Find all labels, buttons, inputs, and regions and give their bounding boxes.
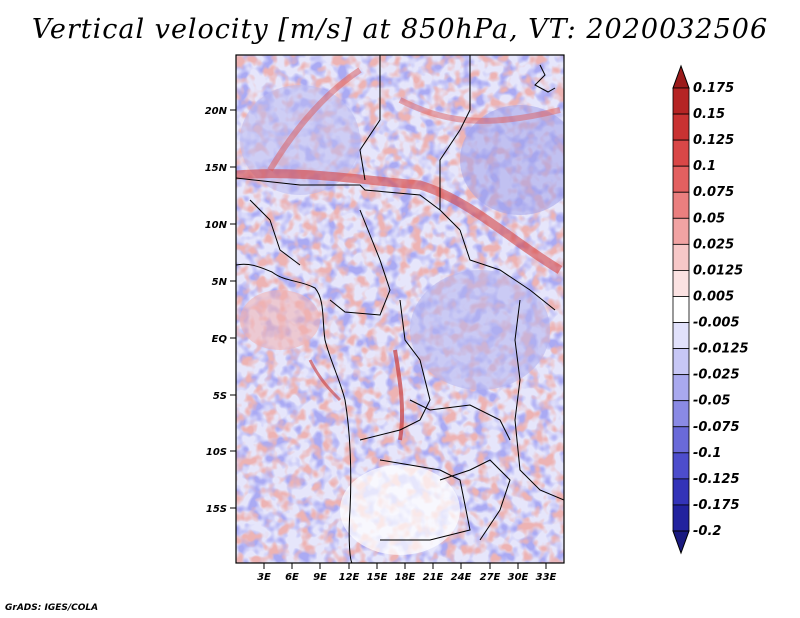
colorbar-swatch	[672, 217, 690, 245]
colorbar-label: -0.1	[693, 446, 721, 461]
colorbar-label: 0.005	[693, 289, 734, 304]
colorbar-label: -0.2	[693, 524, 721, 539]
colorbar-swatch	[672, 322, 690, 349]
lon-tick-label: 24E	[451, 572, 472, 583]
lon-tick-label: 30E	[508, 572, 529, 583]
colorbar-swatch	[672, 504, 690, 532]
lon-tick-label: 27E	[480, 572, 501, 583]
lat-tick-label: 15S	[206, 504, 227, 515]
colorbar-swatch	[672, 87, 690, 115]
lon-tick-label: 6E	[285, 572, 299, 583]
colorbar-swatch	[672, 296, 690, 323]
longitude-axis: 3E 6E 9E 12E 15E 18E 21E 24E 27E 30E 33E	[257, 563, 557, 583]
colorbar-swatch	[672, 270, 690, 297]
colorbar-label: -0.025	[693, 368, 740, 383]
colorbar-label: -0.05	[693, 394, 730, 409]
credit-label: GrADS: IGES/COLA	[5, 603, 99, 613]
colorbar-label: -0.005	[693, 316, 740, 331]
lat-tick-label: 10N	[205, 220, 228, 231]
map-frame	[235, 54, 565, 564]
colorbar-swatch	[672, 113, 690, 141]
colorbar-label: -0.0125	[693, 342, 749, 357]
colorbar-label: 0.15	[693, 107, 725, 122]
lon-tick-label: 33E	[536, 572, 557, 583]
colorbar-label: -0.075	[693, 420, 740, 435]
colorbar-label: 0.175	[693, 81, 734, 96]
lon-tick-label: 3E	[257, 572, 271, 583]
colorbar-swatch	[672, 400, 690, 428]
lat-tick-label: EQ	[212, 334, 228, 345]
chart-title: Vertical velocity [m/s] at 850hPa, VT: 2…	[31, 14, 769, 45]
lon-tick-label: 18E	[395, 572, 416, 583]
lon-tick-label: 21E	[423, 572, 444, 583]
colorbar-label: -0.125	[693, 472, 740, 487]
lon-tick-label: 9E	[313, 572, 327, 583]
lat-tick-label: 5N	[212, 277, 228, 288]
colorbar-label: 0.125	[693, 133, 734, 148]
colorbar-swatch	[672, 478, 690, 506]
colorbar: 0.175 0.15 0.125 0.1 0.075 0.05 0.025 0.0125 0.0…	[672, 64, 749, 555]
colorbar-label: 0.0125	[693, 263, 743, 278]
colorbar-label: 0.05	[693, 211, 725, 226]
colorbar-swatch	[672, 243, 690, 271]
colorbar-label: 0.1	[693, 159, 716, 174]
colorbar-label: -0.175	[693, 498, 740, 513]
latitude-axis: 20N 15N 10N 5N EQ 5S 10S 15S	[205, 106, 236, 515]
vertical-velocity-field	[236, 55, 564, 563]
lat-tick-label: 10S	[206, 447, 227, 458]
colorbar-top-arrow	[672, 64, 690, 89]
country-borders	[236, 55, 564, 563]
colorbar-label: 0.075	[693, 185, 734, 200]
colorbar-bottom-arrow	[672, 530, 690, 555]
lat-tick-label: 5S	[213, 391, 227, 402]
colorbar-swatch	[672, 374, 690, 402]
lat-tick-label: 15N	[205, 163, 228, 174]
colorbar-swatch	[672, 348, 690, 376]
lon-tick-label: 15E	[367, 572, 388, 583]
colorbar-swatch	[672, 426, 690, 454]
colorbar-swatch	[672, 191, 690, 219]
lat-tick-label: 20N	[205, 106, 228, 117]
colorbar-swatch	[672, 452, 690, 480]
colorbar-swatch	[672, 139, 690, 167]
colorbar-swatch	[672, 165, 690, 193]
lon-tick-label: 12E	[339, 572, 360, 583]
colorbar-label: 0.025	[693, 237, 734, 252]
